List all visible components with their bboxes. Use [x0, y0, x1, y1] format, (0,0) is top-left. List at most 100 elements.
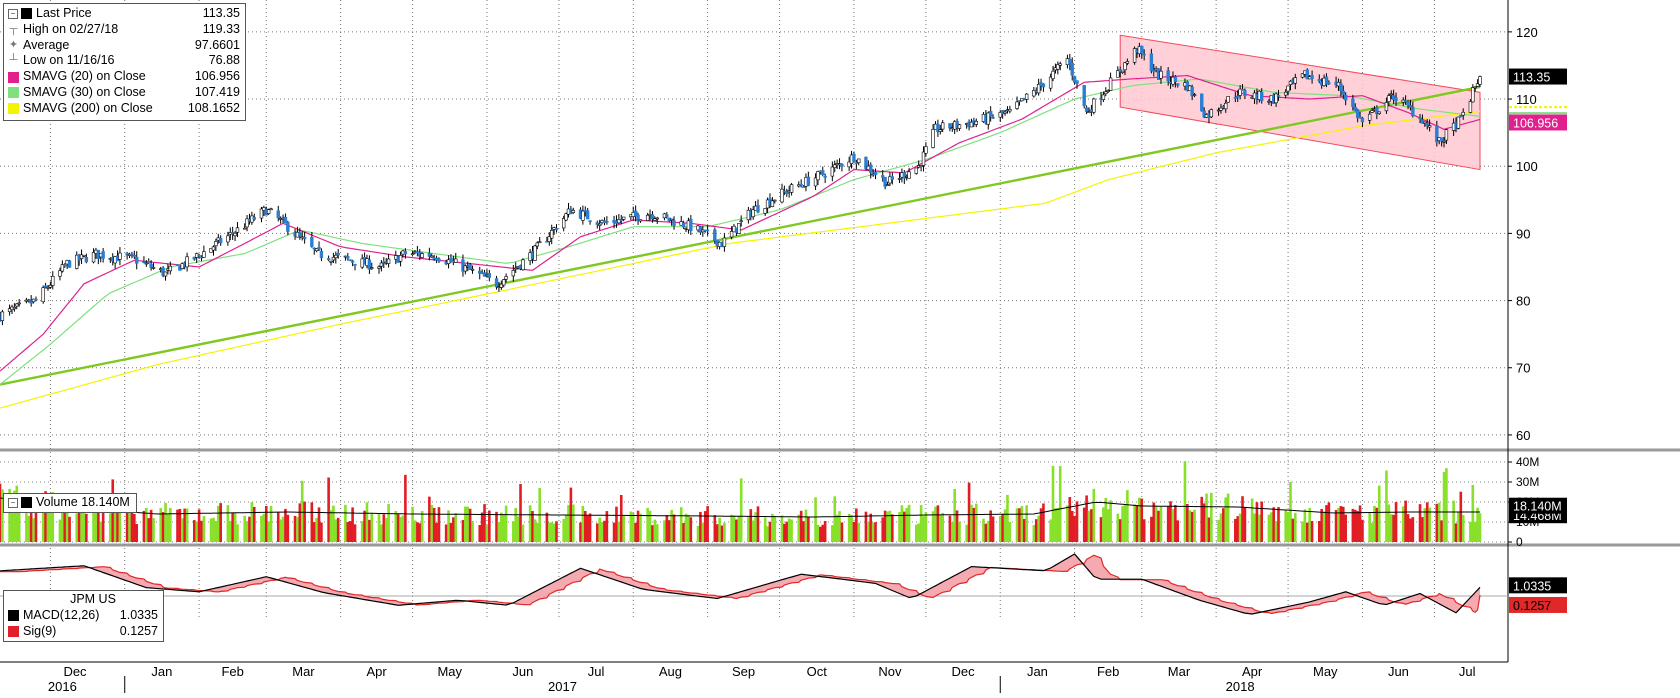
- candle-body: [1286, 85, 1290, 92]
- volume-bar: [636, 510, 640, 542]
- volume-bar: [571, 504, 575, 542]
- macd-legend-row: Sig(9) 0.1257: [8, 624, 158, 640]
- candle-body: [1108, 77, 1113, 91]
- volume-bar: [874, 522, 877, 542]
- volume-bar: [101, 503, 105, 542]
- volume-bar: [1301, 521, 1304, 542]
- macd-line: [0, 553, 1481, 615]
- volume-bar: [612, 522, 616, 542]
- volume-bar: [99, 521, 103, 542]
- candle-body: [437, 258, 441, 262]
- volume-bar: [1327, 502, 1331, 542]
- candle-body: [1236, 95, 1240, 98]
- candle-body: [302, 236, 307, 240]
- volume-bar: [1224, 497, 1228, 542]
- candle-body: [1202, 110, 1206, 118]
- candle-body: [1339, 83, 1343, 91]
- volume-bar: [1425, 502, 1429, 542]
- price-tick-label: 70: [1516, 361, 1530, 376]
- volume-bar: [1226, 493, 1230, 542]
- volume-bar: [936, 505, 940, 542]
- volume-bar: [831, 525, 834, 542]
- candle-body: [1355, 109, 1360, 119]
- candle-body: [1015, 101, 1019, 109]
- candle-body: [336, 253, 340, 256]
- candle-body: [914, 167, 919, 174]
- candle-body: [386, 258, 391, 264]
- legend-series-value: 107.419: [194, 84, 240, 99]
- volume-bar: [202, 516, 206, 542]
- volume-bar: [998, 516, 1002, 542]
- candle-body: [58, 270, 62, 277]
- volume-bar: [871, 522, 875, 542]
- black-square-icon: [21, 497, 32, 509]
- volume-bar: [1270, 512, 1273, 542]
- candle-body: [310, 236, 314, 247]
- candle-body: [988, 110, 993, 117]
- volume-bar: [689, 517, 693, 542]
- year-label: 2016: [48, 679, 77, 693]
- volume-bar: [46, 499, 50, 542]
- volume-bar: [629, 511, 633, 542]
- volume-bar: [200, 520, 203, 542]
- volume-bar: [1238, 513, 1242, 542]
- volume-last-tag-bg: [1509, 497, 1567, 514]
- candle-body: [1082, 85, 1086, 107]
- volume-bar: [404, 474, 407, 542]
- color-swatch-icon: [8, 71, 19, 83]
- volume-bar: [130, 500, 134, 542]
- volume-bar: [1234, 518, 1237, 542]
- candle-body: [1243, 90, 1247, 97]
- volume-bar: [329, 510, 333, 542]
- candle-body: [430, 255, 434, 258]
- candle-body: [1370, 110, 1374, 113]
- volume-bar: [1169, 501, 1172, 542]
- candle-body: [1068, 59, 1072, 65]
- candle-body: [331, 256, 336, 261]
- volume-bar: [955, 510, 959, 542]
- volume-bar: [1337, 507, 1340, 542]
- volume-bar: [679, 507, 683, 542]
- legend-series-name: Sig(9): [23, 623, 57, 638]
- candle-body: [705, 229, 710, 232]
- black-square-icon: [21, 8, 32, 20]
- volume-bar: [420, 510, 424, 542]
- volume-bar: [497, 521, 501, 542]
- volume-bar: [1370, 523, 1374, 542]
- volume-bar: [1293, 512, 1297, 542]
- volume-bar: [233, 512, 237, 542]
- candle-body: [461, 259, 465, 272]
- candle-body: [163, 271, 168, 277]
- candle-body: [48, 285, 53, 288]
- candle-body: [1478, 76, 1482, 85]
- candle-body: [1260, 91, 1264, 101]
- year-label: 2018: [1226, 679, 1255, 693]
- volume-bar: [552, 523, 556, 542]
- volume-bar: [696, 525, 700, 542]
- candle-body: [1075, 80, 1079, 84]
- volume-bar: [82, 501, 86, 542]
- volume-bar: [823, 520, 827, 542]
- volume-bar: [344, 504, 347, 542]
- volume-bar: [814, 497, 817, 542]
- collapse-icon[interactable]: −: [8, 497, 18, 508]
- volume-bar: [401, 515, 405, 542]
- volume-bar: [931, 511, 935, 542]
- volume-bar: [1375, 507, 1379, 542]
- volume-bar: [1291, 518, 1295, 542]
- volume-bar: [646, 507, 649, 542]
- volume-bar: [416, 522, 419, 542]
- candle-body: [67, 260, 72, 268]
- candle-body: [1317, 79, 1321, 82]
- candle-body: [665, 214, 669, 217]
- candle-body: [494, 278, 499, 288]
- volume-bar: [950, 522, 954, 542]
- collapse-icon[interactable]: −: [8, 8, 18, 19]
- volume-bar: [1070, 510, 1074, 542]
- volume-bar: [317, 507, 321, 542]
- candle-body: [1192, 94, 1197, 96]
- volume-bar: [1394, 502, 1398, 542]
- volume-bar: [1109, 500, 1112, 542]
